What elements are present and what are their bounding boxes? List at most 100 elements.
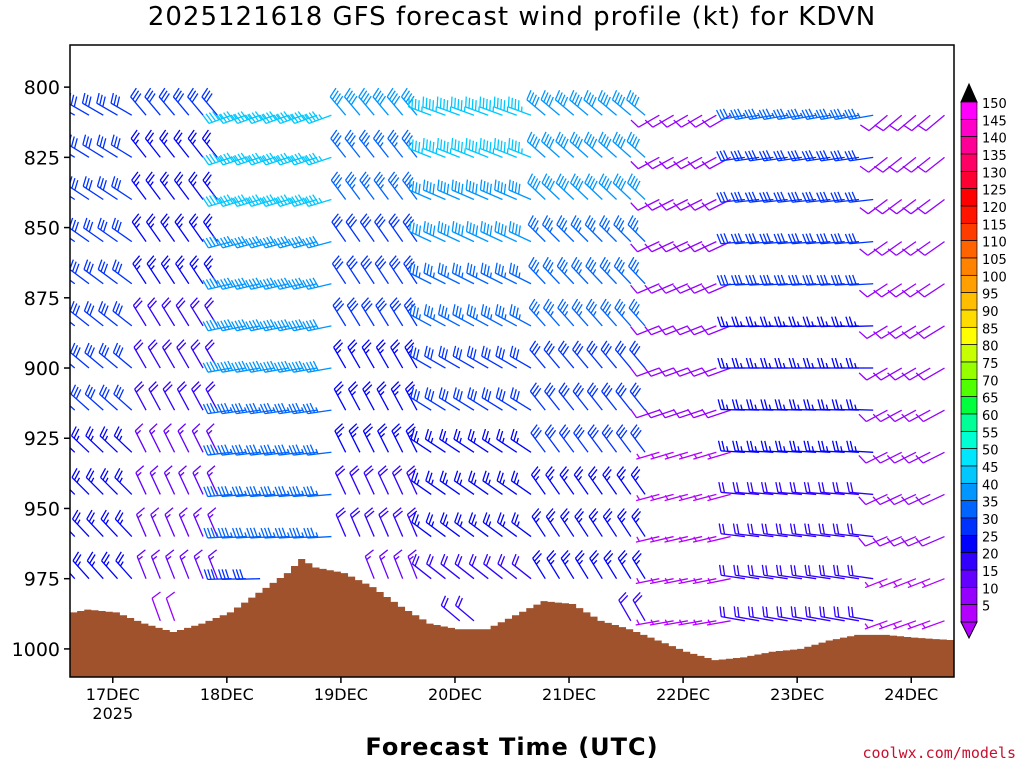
wind-barb	[388, 213, 404, 242]
wind-barb	[410, 428, 432, 453]
wind-barb	[274, 485, 303, 498]
wind-barb	[82, 217, 104, 243]
wind-barb	[70, 301, 90, 327]
wind-barb	[916, 241, 945, 256]
wind-barb	[693, 493, 717, 502]
color-bar-legend: 1501451401351301251201151101051009590858…	[960, 82, 1007, 640]
wind-barb	[586, 382, 603, 411]
wind-barb	[146, 255, 161, 285]
wind-barb	[644, 114, 674, 128]
wind-barb	[496, 428, 518, 453]
wind-barb	[349, 465, 361, 495]
wind-barb	[70, 530, 76, 538]
wind-barb	[658, 241, 689, 253]
wind-barb	[508, 221, 532, 243]
wind-barb	[902, 156, 931, 173]
wind-barb	[574, 550, 589, 580]
wind-barb	[775, 481, 802, 496]
wind-barb	[377, 423, 390, 453]
colorbar-cell	[960, 205, 978, 224]
wind-barb	[373, 171, 389, 200]
wind-barb	[859, 198, 888, 215]
wind-barb	[760, 440, 788, 453]
wind-barb	[302, 277, 332, 290]
wind-barb	[71, 467, 90, 495]
x-axis-label: Forecast Time (UTC)	[365, 733, 659, 761]
wind-barb	[422, 138, 446, 158]
wind-barb	[901, 241, 931, 256]
wind-barb	[762, 606, 788, 622]
wind-barb	[569, 131, 589, 158]
wind-barb	[569, 89, 589, 116]
wind-barb	[901, 451, 931, 464]
wind-barb	[916, 198, 945, 215]
wind-barb	[467, 428, 489, 453]
wind-barb	[528, 256, 546, 285]
wind-barb	[391, 465, 404, 495]
wind-barb	[495, 345, 518, 369]
wind-barb	[333, 381, 347, 411]
wind-barb	[479, 138, 503, 158]
wind-barb	[774, 440, 802, 453]
wind-barb	[330, 171, 347, 200]
wind-barb	[147, 339, 161, 369]
wind-barb	[409, 304, 432, 327]
wind-barb	[701, 325, 731, 336]
wind-barb	[161, 297, 176, 327]
wind-barb	[359, 171, 375, 200]
colorbar-label: 130	[982, 166, 1007, 181]
colorbar-cell	[960, 482, 978, 502]
wind-barb	[612, 173, 632, 200]
wind-barb	[206, 465, 218, 495]
wind-barbs-layer	[70, 87, 945, 630]
wind-barb	[334, 423, 347, 453]
wind-barb	[510, 470, 532, 495]
wind-barb	[555, 173, 575, 200]
wind-barb	[451, 221, 475, 243]
wind-barb	[408, 96, 432, 116]
wind-barb	[616, 466, 632, 495]
wind-barb	[466, 262, 489, 285]
wind-barb	[626, 131, 646, 158]
wind-barb	[438, 345, 461, 369]
wind-barb	[386, 87, 404, 116]
wind-barb	[388, 255, 404, 285]
wind-barb	[644, 198, 674, 211]
wind-barb	[789, 523, 817, 538]
wind-barb	[617, 508, 632, 537]
wind-barb	[716, 233, 745, 245]
wind-barb	[718, 523, 745, 538]
wind-barb	[759, 233, 788, 245]
wind-barb	[97, 259, 118, 285]
wind-barb	[583, 89, 603, 116]
wind-barb	[113, 384, 133, 411]
wind-barb	[131, 213, 147, 242]
wind-barb	[465, 96, 489, 116]
wind-barb	[451, 179, 475, 201]
wind-barb	[746, 481, 774, 496]
wind-barb	[745, 233, 774, 245]
wind-barb	[635, 535, 660, 543]
wind-barb	[846, 523, 874, 538]
wind-barb	[627, 215, 646, 243]
wind-barb	[588, 466, 603, 495]
wind-barb	[678, 619, 703, 626]
wind-barb	[189, 297, 204, 327]
wind-barb	[245, 485, 275, 498]
wind-barb	[804, 564, 831, 580]
colorbar-cell	[960, 222, 978, 242]
wind-barb	[437, 262, 461, 285]
wind-barb	[858, 409, 888, 423]
wind-barb	[845, 399, 874, 411]
wind-barb	[916, 156, 945, 173]
wind-barb	[915, 451, 945, 464]
wind-barb	[571, 298, 589, 327]
wind-barb	[158, 87, 176, 116]
wind-barb	[453, 428, 475, 453]
wind-barb	[845, 316, 874, 328]
wind-barb	[303, 485, 332, 498]
wind-barb	[175, 297, 190, 327]
wind-barb	[202, 171, 218, 200]
wind-barb	[202, 277, 232, 290]
wind-barb	[804, 606, 831, 622]
